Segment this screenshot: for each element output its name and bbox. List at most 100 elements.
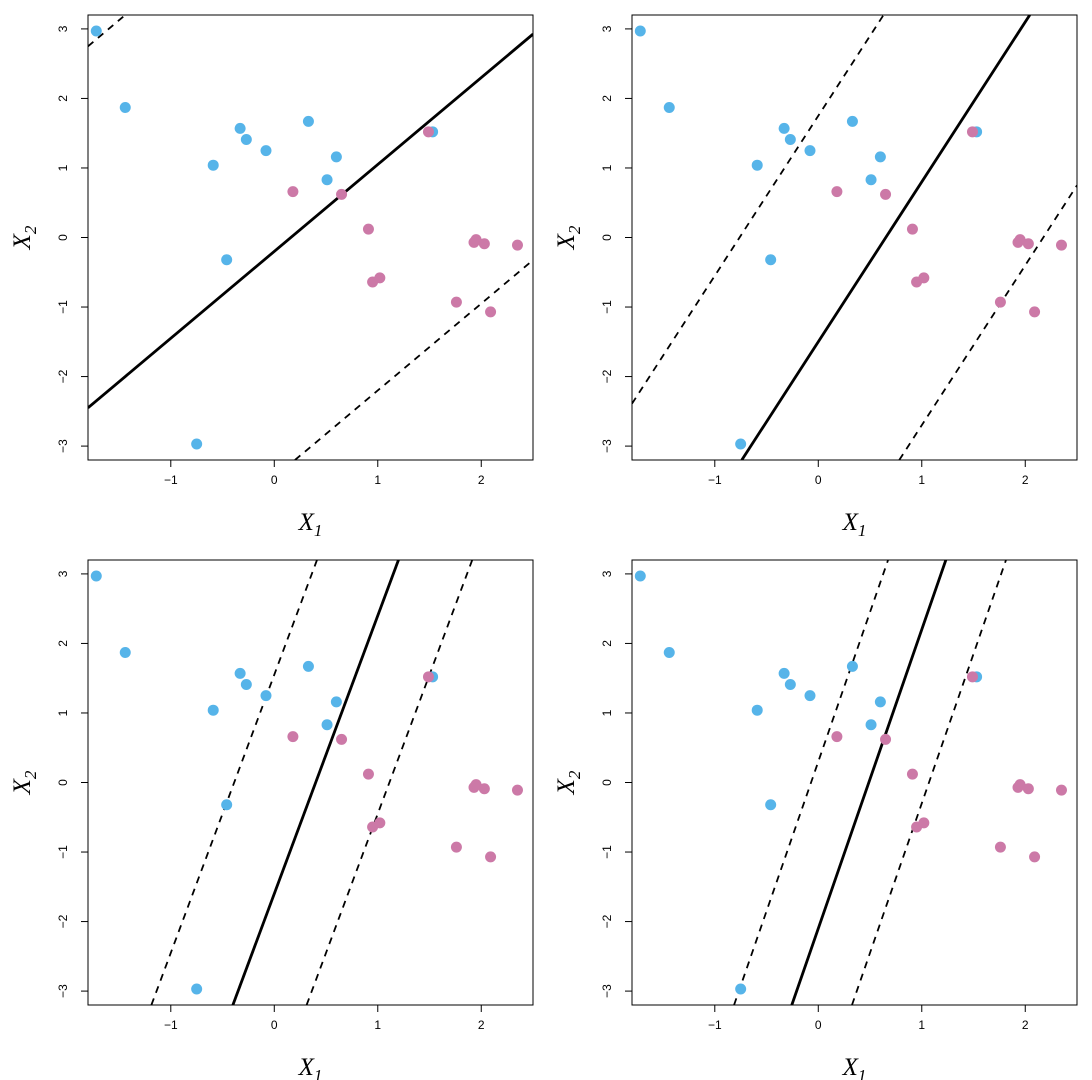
data-point-pink [485, 306, 497, 318]
data-point-blue [751, 159, 763, 171]
data-point-pink [1022, 783, 1034, 795]
data-point-blue [634, 25, 646, 37]
data-point-pink [880, 188, 892, 200]
data-point-pink [918, 817, 930, 829]
data-point-blue [330, 696, 342, 708]
x-axis-label: X1 [298, 509, 323, 540]
y-tick-label: −3 [600, 439, 614, 453]
data-point-pink [478, 238, 490, 250]
data-point-blue [207, 159, 219, 171]
y-tick-label: 3 [56, 25, 70, 32]
x-tick-label: −1 [164, 1018, 178, 1032]
data-point-pink [470, 234, 482, 246]
data-point-pink [422, 126, 434, 138]
margin-line-lower [898, 184, 1077, 460]
data-point-blue [765, 799, 777, 811]
data-point-blue [191, 438, 203, 450]
data-point-pink [478, 783, 490, 795]
data-point-blue [784, 133, 796, 145]
points-layer [634, 25, 1067, 450]
panel-bottom-left: −1 0 1 2 −3 −2 −1 0 1 2 3 X1 X2 [9, 559, 534, 1080]
data-point-pink [1055, 239, 1067, 251]
data-point-blue [663, 646, 675, 658]
x-tick-label: 0 [271, 1018, 278, 1032]
data-point-blue [330, 151, 342, 163]
y-axis-label: X2 [553, 225, 584, 250]
data-point-blue [90, 570, 102, 582]
lines-layer [733, 560, 1007, 1005]
data-point-blue [221, 799, 233, 811]
y-tick-label: −1 [600, 300, 614, 314]
data-point-pink [906, 768, 918, 780]
x-tick-label: 2 [1022, 1018, 1029, 1032]
data-point-blue [778, 667, 790, 679]
panel-top-left: −1 0 1 2 −3 −2 −1 0 1 2 3 X1 X2 [9, 14, 534, 540]
data-point-pink [966, 671, 978, 683]
margin-line-upper [150, 560, 318, 1005]
y-tick-label: −2 [600, 369, 614, 383]
data-point-pink [994, 296, 1006, 308]
y-tick-label: −2 [56, 914, 70, 928]
data-point-pink [362, 223, 374, 235]
data-point-blue [751, 704, 763, 716]
hyperplane-line [88, 33, 533, 409]
data-point-blue [302, 115, 314, 127]
data-point-pink [511, 784, 523, 796]
y-tick-label: −1 [56, 845, 70, 859]
data-point-blue [865, 719, 877, 731]
data-point-pink [880, 733, 892, 745]
data-point-pink [831, 731, 843, 743]
data-point-pink [1014, 234, 1026, 246]
y-tick-label: 2 [600, 640, 614, 647]
data-point-pink [1029, 306, 1041, 318]
y-tick-label: 1 [600, 709, 614, 716]
margin-line-upper [88, 15, 126, 47]
data-point-blue [634, 570, 646, 582]
data-point-blue [90, 25, 102, 37]
x-axis-label: X1 [842, 509, 867, 540]
data-point-pink [966, 126, 978, 138]
y-tick-label: 1 [56, 164, 70, 171]
data-point-blue [874, 151, 886, 163]
data-point-blue [221, 254, 233, 266]
data-point-blue [804, 145, 816, 157]
data-point-blue [234, 122, 246, 134]
data-point-pink [918, 272, 930, 284]
plot-frame [631, 559, 1078, 1006]
data-point-blue [321, 719, 333, 731]
data-point-pink [450, 841, 462, 853]
y-tick-label: −2 [56, 369, 70, 383]
data-point-blue [778, 122, 790, 134]
data-point-blue [874, 696, 886, 708]
data-point-blue [865, 174, 877, 186]
points-layer [90, 25, 523, 450]
y-tick-label: 1 [600, 164, 614, 171]
y-tick-label: 3 [600, 570, 614, 577]
data-point-pink [485, 851, 497, 863]
x-axis-label: X1 [842, 1054, 867, 1080]
data-point-pink [287, 731, 299, 743]
data-point-blue [240, 678, 252, 690]
y-tick-label: −2 [600, 914, 614, 928]
data-point-blue [846, 660, 858, 672]
data-point-pink [1029, 851, 1041, 863]
y-tick-label: −3 [56, 439, 70, 453]
hyperplane-line [740, 15, 1031, 460]
data-point-pink [906, 223, 918, 235]
y-tick-label: 0 [600, 234, 614, 241]
panel-bottom-right: −1 0 1 2 −3 −2 −1 0 1 2 3 X1 X2 [553, 559, 1078, 1080]
y-tick-label: 3 [600, 25, 614, 32]
data-point-blue [260, 690, 272, 702]
margin-line-upper [632, 15, 885, 405]
x-tick-label: 1 [918, 1018, 925, 1032]
data-point-blue [321, 174, 333, 186]
y-tick-label: 2 [56, 95, 70, 102]
margin-line-lower [851, 560, 1007, 1005]
data-point-pink [336, 733, 348, 745]
margin-line-lower [305, 560, 474, 1005]
data-point-pink [994, 841, 1006, 853]
y-tick-label: −3 [600, 984, 614, 998]
data-point-blue [735, 438, 747, 450]
x-tick-label: 1 [918, 473, 925, 487]
